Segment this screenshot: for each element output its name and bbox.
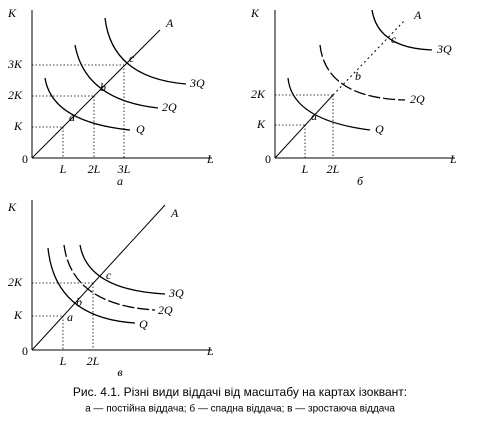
tick-label: 3K (7, 57, 23, 71)
tick-label: K (256, 117, 266, 131)
origin-label: 0 (22, 152, 28, 166)
tick-label: 2K (8, 275, 23, 289)
ray-label: A (170, 206, 179, 220)
curve-label: 3Q (189, 76, 205, 90)
origin-label: 0 (265, 152, 271, 166)
point-label: a (69, 110, 75, 124)
point-label: c (391, 32, 397, 46)
axis-label: K (7, 200, 17, 214)
panel-caption: в (117, 365, 122, 379)
tick-label: 3L (117, 162, 131, 176)
axis-label: K (250, 6, 260, 20)
curve-label: Q (136, 122, 145, 136)
ray (332, 19, 406, 96)
ray (31, 29, 161, 159)
isoquant (319, 44, 406, 101)
point-label: b (100, 80, 106, 94)
tick-label: L (301, 162, 309, 176)
ray (274, 94, 334, 159)
isoquant (63, 244, 156, 311)
figure-legend: а — постійна віддача; б — спадна віддача… (85, 403, 395, 415)
panel-a: K 0 L A K 2K 3K L 2L 3L a b c Q 2Q 3Q а (7, 6, 214, 188)
isoquant (74, 44, 159, 109)
figure-title: Рис. 4.1. Різні види віддачі від масштаб… (73, 385, 407, 399)
ray (31, 204, 166, 351)
tick-label: L (59, 354, 67, 368)
isoquant (44, 77, 131, 131)
curve-label: Q (139, 317, 148, 331)
point-label: c (106, 268, 112, 282)
point-label: a (67, 310, 73, 324)
ray-label: A (165, 16, 174, 30)
tick-label: L (59, 162, 67, 176)
tick-label: 2L (327, 162, 340, 176)
isoquant (371, 9, 433, 51)
tick-label: 2K (8, 88, 23, 102)
isoquant (79, 244, 166, 295)
tick-label: 2L (88, 162, 101, 176)
isoquant (287, 77, 371, 131)
axis-label: L (449, 152, 457, 166)
isoquant (47, 247, 136, 324)
curve-label: 3Q (168, 286, 184, 300)
tick-label: 2L (87, 354, 100, 368)
panel-b: K 0 L A K 2K L 2L a b c Q 2Q 3Q б (250, 6, 457, 188)
tick-label: K (13, 119, 23, 133)
ray-label: A (413, 8, 422, 22)
axis-label: L (206, 152, 214, 166)
curve-label: 3Q (436, 42, 452, 56)
point-label: c (129, 51, 135, 65)
panel-c: K 0 L A K 2K L 2L a b c Q 2Q 3Q в (7, 200, 214, 379)
curve-label: 2Q (162, 100, 177, 114)
tick-label: K (13, 308, 23, 322)
curve-label: 2Q (410, 92, 425, 106)
curve-label: Q (375, 122, 384, 136)
axis-label: L (206, 344, 214, 358)
origin-label: 0 (22, 344, 28, 358)
panel-caption: а (117, 174, 123, 188)
axis-label: K (7, 6, 17, 20)
point-label: b (355, 69, 361, 83)
point-label: a (311, 109, 317, 123)
panel-caption: б (357, 174, 364, 188)
curve-label: 2Q (158, 303, 173, 317)
point-label: b (76, 295, 82, 309)
isoquant (104, 17, 187, 85)
tick-label: 2K (251, 87, 266, 101)
